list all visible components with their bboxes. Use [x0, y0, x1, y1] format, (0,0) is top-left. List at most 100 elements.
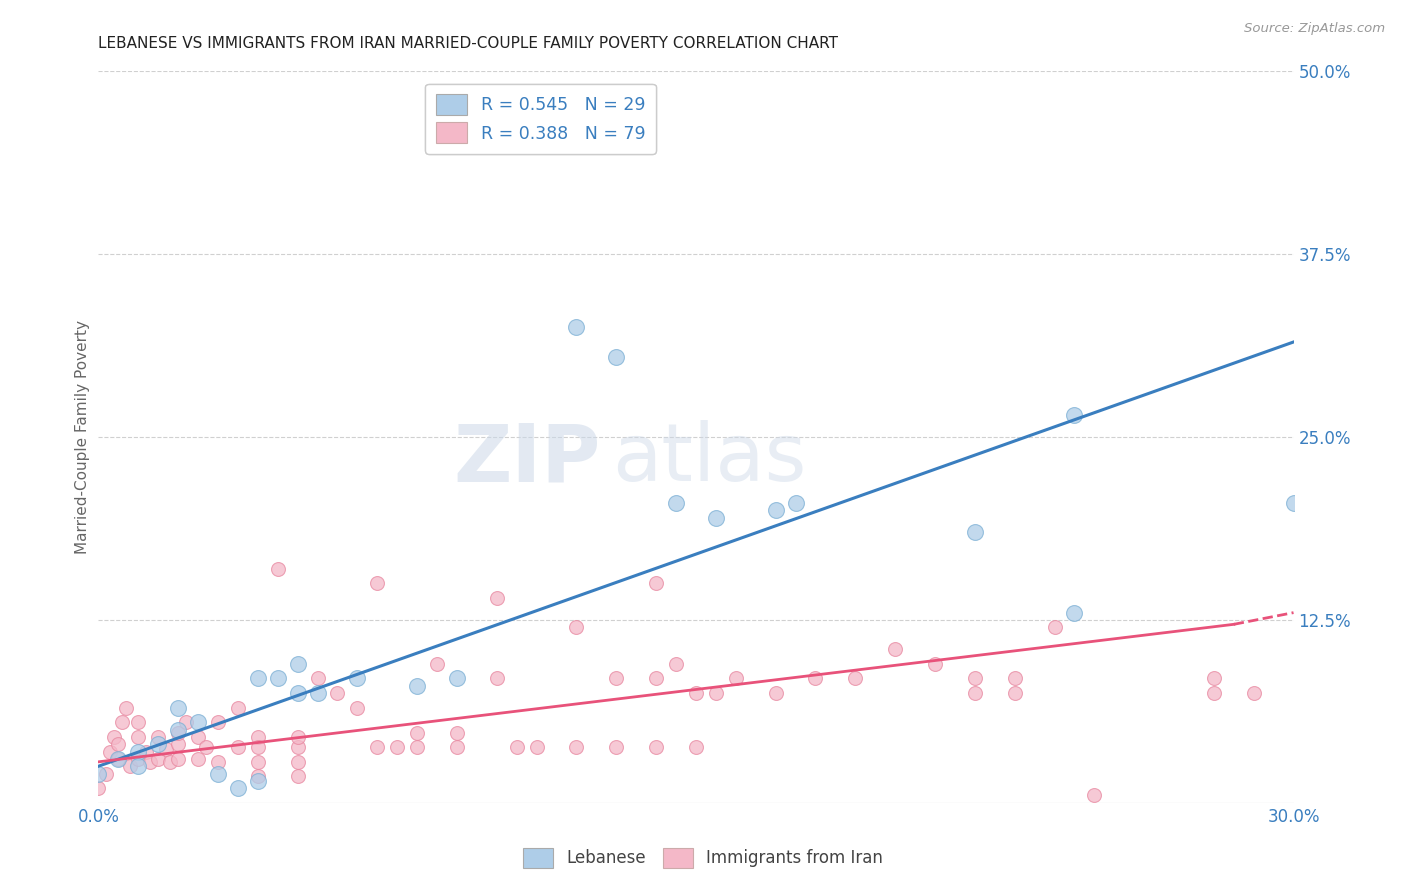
- Point: [127, 759, 149, 773]
- Point: [307, 686, 329, 700]
- Point: [107, 752, 129, 766]
- Point: [246, 672, 269, 686]
- Point: [207, 755, 229, 769]
- Point: [565, 620, 588, 634]
- Point: [1282, 496, 1305, 510]
- Point: [246, 755, 269, 769]
- Point: [506, 740, 529, 755]
- Point: [1043, 620, 1066, 634]
- Point: [785, 496, 807, 510]
- Point: [565, 320, 588, 334]
- Point: [174, 715, 197, 730]
- Point: [605, 350, 627, 364]
- Point: [346, 700, 368, 714]
- Point: [287, 740, 309, 755]
- Point: [207, 715, 229, 730]
- Point: [963, 686, 986, 700]
- Point: [127, 752, 149, 766]
- Point: [139, 755, 162, 769]
- Point: [207, 766, 229, 780]
- Point: [246, 769, 269, 783]
- Point: [685, 686, 707, 700]
- Point: [565, 740, 588, 755]
- Point: [148, 737, 170, 751]
- Point: [1202, 672, 1225, 686]
- Point: [366, 740, 388, 755]
- Point: [1004, 686, 1026, 700]
- Point: [446, 725, 468, 739]
- Point: [724, 672, 747, 686]
- Point: [1004, 672, 1026, 686]
- Point: [287, 769, 309, 783]
- Point: [167, 723, 190, 737]
- Point: [107, 752, 129, 766]
- Point: [963, 525, 986, 540]
- Text: ZIP: ZIP: [453, 420, 600, 498]
- Point: [267, 562, 290, 576]
- Point: [127, 715, 149, 730]
- Point: [100, 745, 122, 759]
- Point: [685, 740, 707, 755]
- Point: [187, 715, 209, 730]
- Y-axis label: Married-Couple Family Poverty: Married-Couple Family Poverty: [75, 320, 90, 554]
- Point: [346, 672, 368, 686]
- Point: [187, 752, 209, 766]
- Point: [406, 740, 429, 755]
- Point: [246, 730, 269, 744]
- Point: [605, 740, 627, 755]
- Point: [326, 686, 349, 700]
- Point: [96, 766, 118, 780]
- Point: [155, 741, 177, 756]
- Point: [924, 657, 946, 671]
- Point: [385, 740, 409, 755]
- Point: [135, 745, 157, 759]
- Point: [148, 752, 170, 766]
- Text: LEBANESE VS IMMIGRANTS FROM IRAN MARRIED-COUPLE FAMILY POVERTY CORRELATION CHART: LEBANESE VS IMMIGRANTS FROM IRAN MARRIED…: [98, 36, 838, 51]
- Point: [665, 496, 688, 510]
- Point: [115, 700, 138, 714]
- Point: [159, 755, 181, 769]
- Point: [366, 576, 388, 591]
- Point: [127, 745, 149, 759]
- Point: [1083, 789, 1105, 803]
- Legend: R = 0.545   N = 29, R = 0.388   N = 79: R = 0.545 N = 29, R = 0.388 N = 79: [425, 84, 657, 153]
- Point: [645, 576, 668, 591]
- Point: [645, 740, 668, 755]
- Point: [804, 672, 827, 686]
- Point: [226, 740, 249, 755]
- Point: [406, 679, 429, 693]
- Text: Source: ZipAtlas.com: Source: ZipAtlas.com: [1244, 22, 1385, 36]
- Point: [167, 700, 190, 714]
- Point: [665, 657, 688, 671]
- Point: [246, 740, 269, 755]
- Point: [485, 591, 508, 605]
- Point: [526, 740, 548, 755]
- Point: [884, 642, 907, 657]
- Point: [287, 657, 309, 671]
- Point: [226, 781, 249, 796]
- Point: [167, 737, 190, 751]
- Point: [103, 730, 125, 744]
- Point: [167, 725, 190, 739]
- Point: [1202, 686, 1225, 700]
- Point: [485, 672, 508, 686]
- Point: [844, 672, 866, 686]
- Point: [226, 700, 249, 714]
- Point: [148, 730, 170, 744]
- Point: [307, 672, 329, 686]
- Point: [765, 686, 787, 700]
- Point: [127, 730, 149, 744]
- Text: atlas: atlas: [613, 420, 807, 498]
- Point: [246, 773, 269, 788]
- Point: [645, 672, 668, 686]
- Point: [87, 781, 110, 796]
- Point: [1063, 408, 1085, 422]
- Point: [963, 672, 986, 686]
- Point: [1063, 606, 1085, 620]
- Point: [704, 686, 727, 700]
- Point: [446, 740, 468, 755]
- Point: [765, 503, 787, 517]
- Point: [1243, 686, 1265, 700]
- Point: [111, 715, 134, 730]
- Point: [195, 740, 218, 755]
